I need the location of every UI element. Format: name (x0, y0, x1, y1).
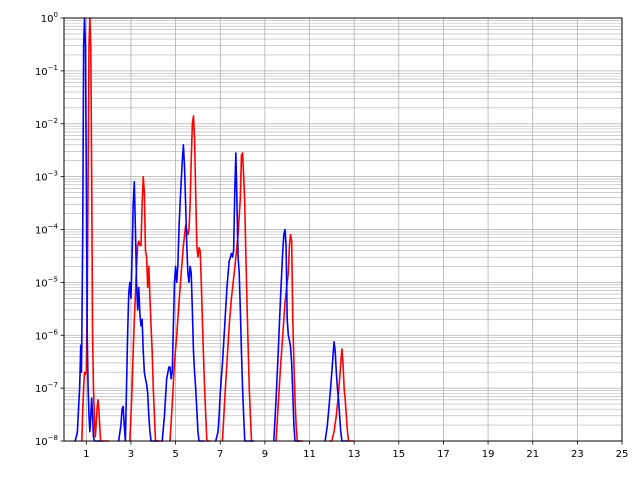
y-tick-label: 10−5 (35, 275, 58, 289)
series-line-3 (169, 115, 211, 442)
y-tick-label: 10−3 (35, 170, 58, 184)
y-tick-label: 100 (41, 11, 58, 25)
x-tick-label: 15 (392, 449, 405, 460)
x-tick-label: 21 (526, 449, 539, 460)
x-tick-label: 7 (217, 449, 223, 460)
y-tick-label: 10−1 (35, 64, 58, 78)
x-tick-label: 9 (262, 449, 268, 460)
y-tick-label: 10−4 (35, 223, 59, 237)
x-tick-label: 19 (482, 449, 495, 460)
x-tick-label: 25 (616, 449, 629, 460)
y-tick-label: 10−2 (35, 117, 58, 131)
x-tick-label: 5 (172, 449, 178, 460)
series-line-9 (161, 143, 206, 442)
x-tick-label: 3 (128, 449, 134, 460)
series-line-4 (221, 152, 254, 442)
x-axis: 1 3 5 7 9 11 13 15 17 19 21 23 25 (83, 441, 628, 460)
x-tick-label: 1 (83, 449, 89, 460)
y-tick-label: 10−6 (35, 328, 59, 342)
grid (64, 17, 623, 442)
x-tick-label: 13 (348, 449, 361, 460)
x-tick-label: 11 (303, 449, 316, 460)
x-tick-label: 17 (437, 449, 450, 460)
y-tick-label: 10−7 (35, 381, 58, 395)
x-tick-label: 23 (571, 449, 584, 460)
y-tick-label: 10−8 (35, 434, 58, 448)
y-axis: 10−8 10−7 10−6 10−5 10−4 10−3 10−2 10−1 100 (35, 11, 64, 448)
